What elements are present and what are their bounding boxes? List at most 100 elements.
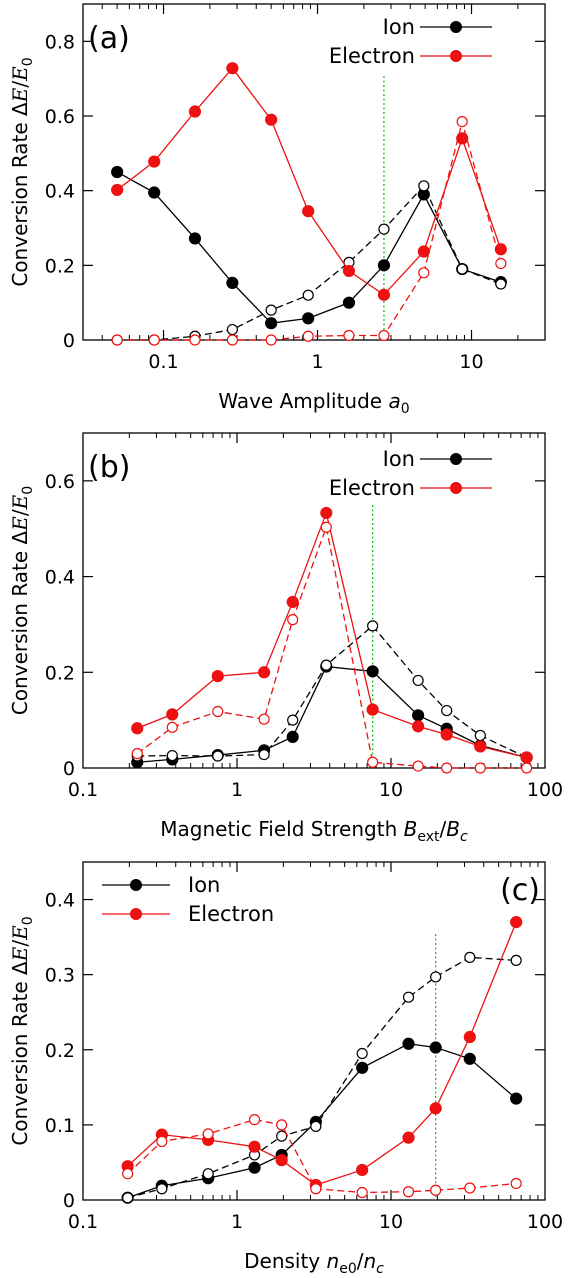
- data-point: [166, 749, 178, 762]
- data-point: [418, 267, 430, 279]
- data-point: [521, 762, 533, 774]
- data-point: [456, 132, 469, 145]
- y-axis-label: Conversion Rate ΔE/E0: [8, 57, 36, 286]
- data-point: [430, 1184, 442, 1196]
- chart-panel: 0.1 1 10 0 0.2 0.4 0.6 0.8 Conversion Rate ΔE/E0…: [8, 3, 546, 417]
- data-point: [148, 155, 161, 168]
- data-point: [463, 1030, 476, 1044]
- y-tick-label: 0.4: [45, 890, 75, 912]
- plot-frame: [82, 432, 546, 769]
- data-point: [122, 1168, 134, 1180]
- y-tick-label: 0.3: [45, 965, 75, 987]
- data-point: [302, 205, 315, 218]
- data-point: [320, 506, 333, 520]
- data-point: [429, 1102, 442, 1115]
- data-point: [265, 304, 277, 316]
- data-point: [430, 971, 442, 983]
- y-tick-label: 0.2: [45, 1040, 75, 1062]
- data-point: [402, 991, 415, 1003]
- data-point: [248, 1140, 261, 1153]
- data-point: [463, 1052, 476, 1065]
- data-point: [265, 317, 278, 330]
- data-point: [356, 1047, 368, 1060]
- legend-marker: [130, 879, 142, 891]
- x-tick-label: 100: [527, 779, 563, 801]
- data-point: [495, 278, 507, 290]
- data-point: [248, 1114, 261, 1126]
- x-tick-label: 0.1: [148, 351, 178, 373]
- panel-label: (a): [88, 21, 130, 56]
- data-point: [412, 760, 424, 772]
- x-axis-label: Magnetic Field Strength Bext/Bc: [160, 817, 468, 845]
- plot-frame: [82, 861, 546, 1201]
- data-point: [342, 264, 356, 278]
- data-point: [258, 713, 270, 725]
- data-point: [441, 704, 453, 717]
- y-axis-label: Conversion Rate ΔE/E0: [8, 486, 36, 715]
- data-point: [310, 1120, 322, 1132]
- data-point: [265, 334, 277, 346]
- data-point: [418, 180, 430, 192]
- data-point: [367, 620, 379, 632]
- data-point: [367, 756, 379, 768]
- data-point: [343, 329, 355, 342]
- data-point: [366, 703, 379, 716]
- legend-marker: [450, 453, 462, 465]
- series-line: [117, 119, 502, 341]
- series-line: [116, 67, 502, 296]
- data-point: [166, 721, 178, 733]
- data-point: [402, 1186, 415, 1198]
- data-point: [202, 1168, 214, 1180]
- data-point: [378, 329, 390, 342]
- legend-label: Electron: [329, 44, 415, 68]
- data-point: [356, 1163, 369, 1177]
- x-tick-label: 0.1: [68, 779, 98, 801]
- data-point: [402, 1131, 415, 1144]
- y-tick-label: 0.6: [45, 471, 75, 493]
- data-point: [417, 245, 430, 258]
- data-point: [166, 708, 179, 721]
- x-tick-label: 0.1: [68, 1211, 98, 1233]
- data-point: [440, 728, 453, 741]
- y-tick-label: 0: [63, 1190, 75, 1212]
- data-point: [188, 232, 202, 245]
- y-tick-label: 0.2: [45, 255, 75, 277]
- series-line: [127, 956, 517, 1199]
- data-point: [148, 186, 161, 199]
- data-point: [464, 1182, 476, 1194]
- data-point: [111, 334, 123, 346]
- data-point: [286, 730, 299, 743]
- x-tick-label: 1: [231, 1211, 243, 1233]
- data-point: [131, 748, 143, 760]
- series-line: [136, 510, 527, 759]
- x-tick-label: 10: [459, 351, 483, 373]
- data-point: [226, 62, 239, 75]
- data-point: [248, 1161, 261, 1174]
- data-point: [202, 1128, 214, 1140]
- data-point: [148, 334, 160, 346]
- legend-label: Electron: [188, 902, 274, 926]
- data-point: [412, 709, 425, 722]
- data-point: [366, 665, 379, 678]
- panel-label: (b): [88, 450, 130, 485]
- data-point: [495, 257, 507, 270]
- data-point: [474, 762, 486, 774]
- data-point: [510, 1092, 523, 1105]
- data-point: [441, 762, 453, 774]
- legend-marker: [450, 482, 462, 494]
- plot-frame: [82, 3, 546, 341]
- data-point: [111, 183, 124, 197]
- data-point: [412, 674, 424, 687]
- data-point: [310, 1183, 322, 1195]
- x-tick-label: 10: [379, 779, 403, 801]
- legend-marker: [450, 21, 462, 33]
- y-axis-label: Conversion Rate ΔE/E0: [8, 916, 36, 1145]
- data-point: [131, 722, 144, 735]
- legend-label: Ion: [383, 447, 415, 471]
- data-point: [189, 334, 201, 346]
- data-point: [275, 1154, 288, 1167]
- data-point: [510, 1177, 522, 1190]
